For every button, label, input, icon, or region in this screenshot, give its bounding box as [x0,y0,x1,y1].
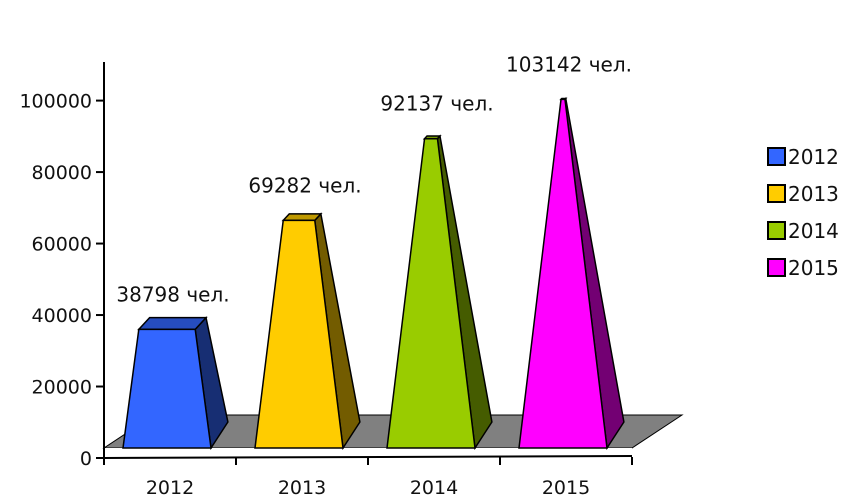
legend-item-2013: 2013 [767,182,839,206]
legend-label: 2014 [788,219,839,243]
legend-label: 2015 [788,256,839,280]
y-tick-label: 20000 [32,377,92,399]
legend-label: 2012 [788,145,839,169]
legend-swatch [767,221,786,240]
legend-swatch [767,184,786,203]
x-tick-label: 2013 [278,477,326,499]
x-tick-label: 2012 [146,477,194,499]
legend-swatch [767,147,786,166]
legend-item-2012: 2012 [767,145,839,169]
bar-top-face [137,316,208,331]
y-tick-label: 40000 [32,305,92,327]
bar-front-face [386,137,476,449]
data-label: 38798 чел. [116,282,229,306]
x-tick-label: 2015 [542,477,590,499]
legend-label: 2013 [788,182,839,206]
bar-front-face [254,219,344,449]
y-tick-label: 100000 [19,91,92,113]
bar-front-face [122,328,212,449]
y-tick-label: 0 [80,448,92,470]
data-label: 92137 чел. [380,92,493,116]
bar-top-face [281,213,323,222]
legend-item-2015: 2015 [767,256,839,280]
legend-swatch [767,258,786,277]
bar-2012 [122,316,229,451]
legend-item-2014: 2014 [767,219,839,243]
bar-2014 [386,134,493,451]
bar-2013 [254,212,361,451]
data-label: 69282 чел. [248,173,361,197]
y-tick-label: 60000 [32,234,92,256]
bar-2015 [518,96,625,451]
data-label: 103142 чел. [506,52,632,76]
x-tick-label: 2014 [410,477,458,499]
floor-front-edge [104,448,632,456]
bar-front-face [518,98,608,449]
y-tick-label: 80000 [32,162,92,184]
